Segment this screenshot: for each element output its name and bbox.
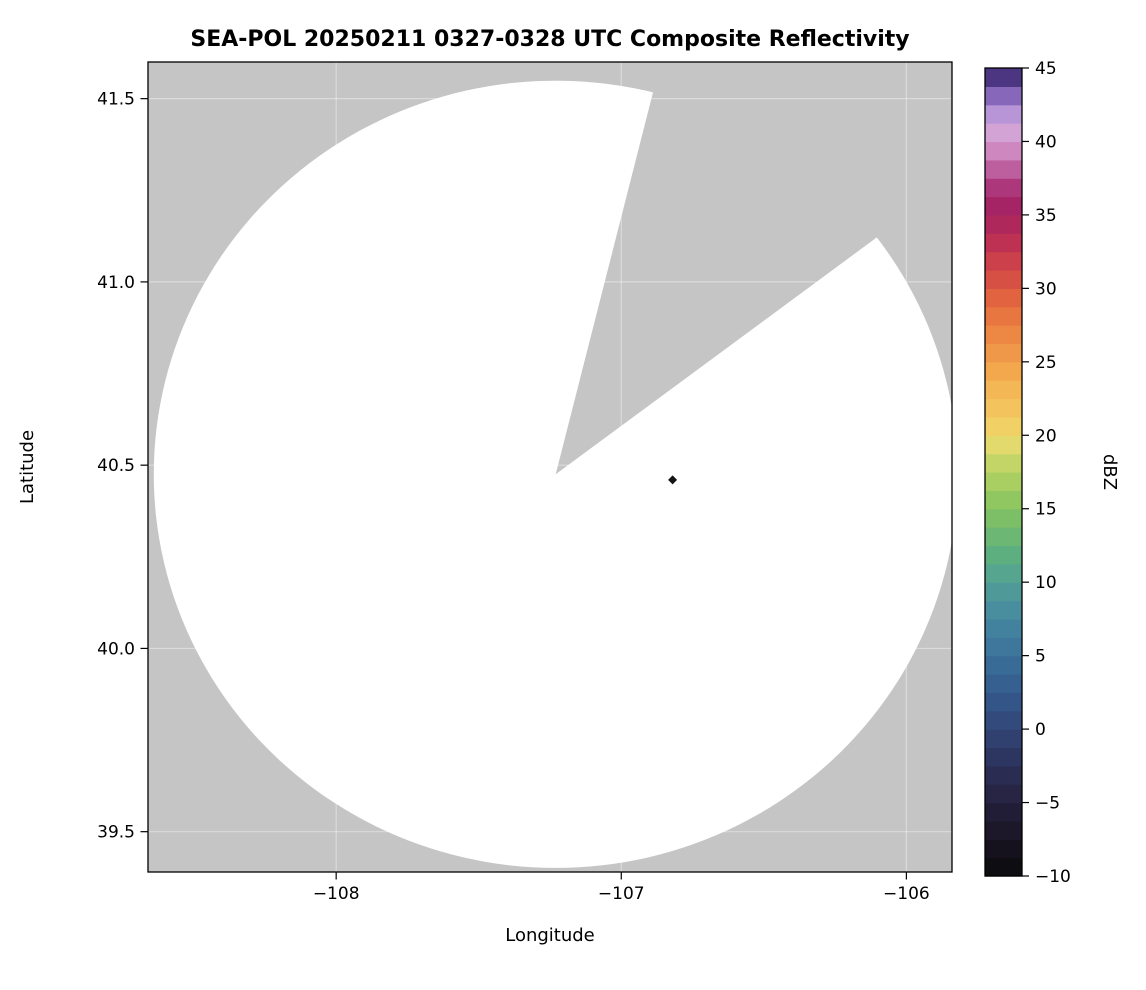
radar-scan-area: [153, 80, 952, 868]
colorbar-band: [985, 472, 1022, 491]
colorbar-band: [985, 765, 1022, 785]
colorbar-band: [985, 857, 1022, 877]
y-axis-ticks: 39.5 40.0 40.5 41.0 41.5: [97, 90, 148, 843]
colorbar-band: [985, 655, 1022, 675]
colorbar-band: [985, 361, 1022, 381]
colorbar-band: [985, 196, 1022, 216]
colorbar-tick-label: 0: [1035, 720, 1046, 740]
colorbar-band: [985, 104, 1022, 124]
colorbar-band: [985, 159, 1022, 179]
x-tick-label: −108: [313, 884, 360, 904]
colorbar-band: [985, 325, 1022, 345]
colorbar-band: [985, 178, 1022, 198]
colorbar-band: [985, 453, 1022, 473]
colorbar-band: [985, 68, 1022, 87]
colorbar-band: [985, 270, 1022, 289]
colorbar-band: [985, 802, 1022, 822]
colorbar-tick-label: 30: [1035, 279, 1057, 299]
colorbar-band: [985, 288, 1022, 308]
colorbar-tick-label: 25: [1035, 353, 1057, 373]
colorbar-band: [985, 839, 1022, 859]
colorbar-band: [985, 416, 1022, 436]
colorbar-band: [985, 398, 1022, 418]
colorbar-band: [985, 214, 1022, 234]
colorbar-band: [985, 545, 1022, 565]
colorbar-band: [985, 141, 1022, 161]
colorbar-band: [985, 306, 1022, 326]
colorbar-band: [985, 692, 1022, 712]
colorbar: −10 −5 0 5 10 15 20 25 30 35 40 45 dBZ: [984, 59, 1120, 887]
colorbar-border: [984, 67, 1023, 877]
colorbar-band: [985, 637, 1022, 657]
gridlines: [148, 62, 952, 872]
colorbar-label: dBZ: [1099, 454, 1120, 490]
colorbar-band: [985, 674, 1022, 693]
colorbar-band: [985, 380, 1022, 400]
colorbar-tick-label: 5: [1035, 647, 1046, 667]
y-tick-label: 40.5: [97, 456, 135, 476]
colorbar-tick-label: 15: [1035, 500, 1057, 520]
y-axis-label: Latitude: [17, 430, 38, 504]
plot-area: −108 −107 −106 39.5 40.0 40.5 41.0 41.5: [97, 61, 953, 904]
x-tick-label: −107: [598, 884, 645, 904]
colorbar-band: [985, 618, 1022, 638]
colorbar-band: [985, 747, 1022, 767]
colorbar-band: [985, 563, 1022, 583]
x-axis-ticks: −108 −107 −106: [313, 872, 930, 904]
colorbar-band: [985, 490, 1022, 510]
axes-spines: [147, 61, 953, 873]
colorbar-band: [985, 600, 1022, 620]
colorbar-tick-label: 40: [1035, 132, 1057, 152]
colorbar-band: [985, 86, 1022, 106]
y-tick-label: 41.0: [97, 273, 135, 293]
x-tick-label: −106: [883, 884, 930, 904]
colorbar-band: [985, 729, 1022, 749]
colorbar-tick-label: 45: [1035, 59, 1057, 79]
colorbar-band: [985, 123, 1022, 143]
colorbar-gradient: [985, 68, 1022, 877]
colorbar-tick-label: 10: [1035, 573, 1057, 593]
colorbar-tick-label: 20: [1035, 426, 1057, 446]
colorbar-band: [985, 435, 1022, 455]
chart-title: SEA-POL 20250211 0327-0328 UTC Composite…: [190, 27, 909, 52]
colorbar-band: [985, 820, 1022, 840]
colorbar-tick-label: 35: [1035, 206, 1057, 226]
colorbar-band: [985, 582, 1022, 602]
colorbar-band: [985, 784, 1022, 804]
colorbar-band: [985, 233, 1022, 253]
colorbar-tick-label: −10: [1035, 867, 1071, 887]
colorbar-band: [985, 508, 1022, 528]
y-tick-label: 39.5: [97, 823, 135, 843]
echo-point: [668, 475, 678, 485]
colorbar-band: [985, 343, 1022, 363]
y-tick-label: 41.5: [97, 90, 135, 110]
colorbar-band: [985, 710, 1022, 730]
radar-scan-layer: [153, 80, 952, 868]
colorbar-tick-label: −5: [1035, 794, 1060, 814]
x-axis-label: Longitude: [505, 925, 595, 946]
colorbar-band: [985, 527, 1022, 547]
colorbar-band: [985, 251, 1022, 271]
colorbar-ticks: −10 −5 0 5 10 15 20 25 30 35 40 45: [1022, 59, 1071, 887]
y-tick-label: 40.0: [97, 639, 135, 659]
